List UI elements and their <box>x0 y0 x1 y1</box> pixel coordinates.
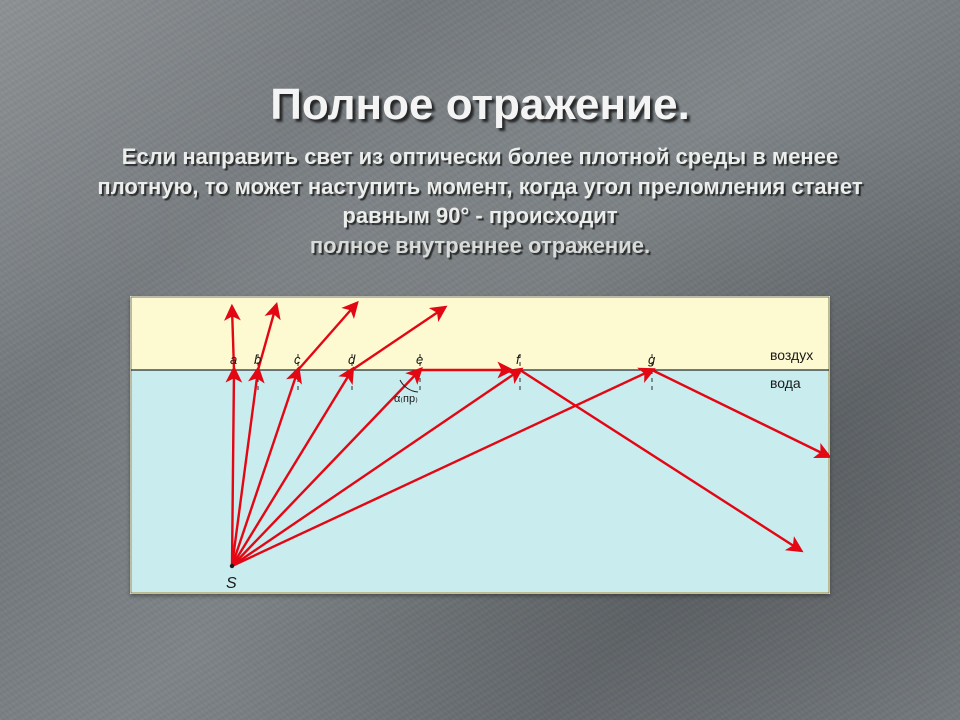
source-label: S <box>226 575 237 592</box>
label-water: вода <box>770 375 801 391</box>
point-label-e: e <box>416 352 423 367</box>
slide-subtitle: Если направить свет из оптически более п… <box>80 142 880 261</box>
ray-diagram: abcdeα₍пр₎fgSвоздухвода <box>130 296 830 594</box>
source-point <box>230 564 234 568</box>
critical-angle-label: α₍пр₎ <box>394 393 418 405</box>
point-label-b: b <box>254 352 261 367</box>
point-label-c: c <box>294 352 301 367</box>
diagram-svg: abcdeα₍пр₎fgSвоздухвода <box>130 296 830 594</box>
point-label-a: a <box>230 352 237 367</box>
slide-title: Полное отражение. <box>0 80 960 130</box>
point-label-g: g <box>648 352 656 367</box>
subtitle-text: Если направить свет из оптически более п… <box>97 144 862 228</box>
label-air: воздух <box>770 347 813 363</box>
point-label-d: d <box>348 352 356 367</box>
subtitle-emphasis: полное внутреннее отражение. <box>80 231 880 261</box>
slide: Полное отражение. Если направить свет из… <box>0 0 960 720</box>
